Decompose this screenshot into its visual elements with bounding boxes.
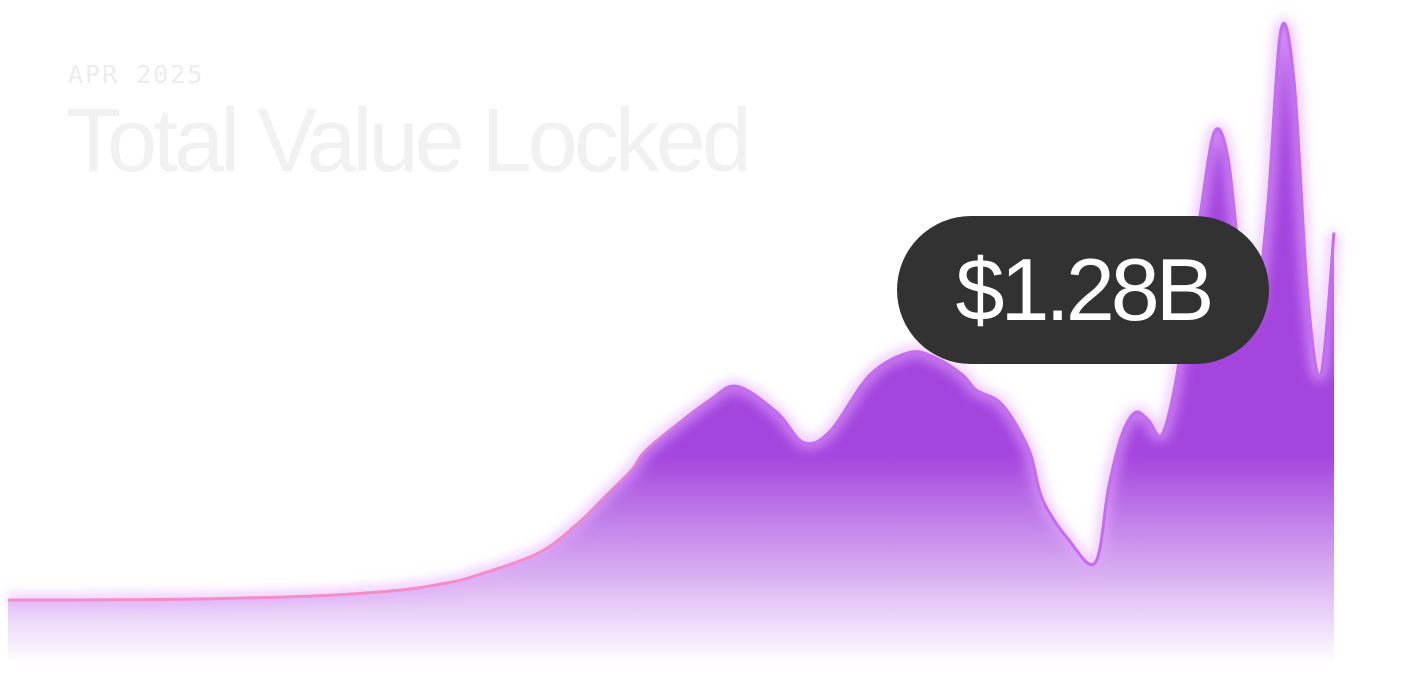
value-callout-text: $1.28B: [955, 240, 1215, 339]
value-callout: $1.28B: [897, 216, 1269, 364]
period-label: APR 2025: [68, 60, 205, 89]
series-0-area: [8, 23, 1334, 665]
chart-title: Total Value Locked: [66, 91, 752, 191]
